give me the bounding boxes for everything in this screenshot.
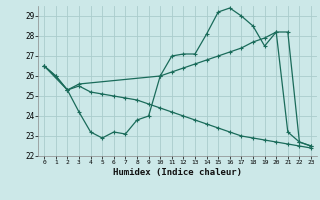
X-axis label: Humidex (Indice chaleur): Humidex (Indice chaleur) <box>113 168 242 177</box>
